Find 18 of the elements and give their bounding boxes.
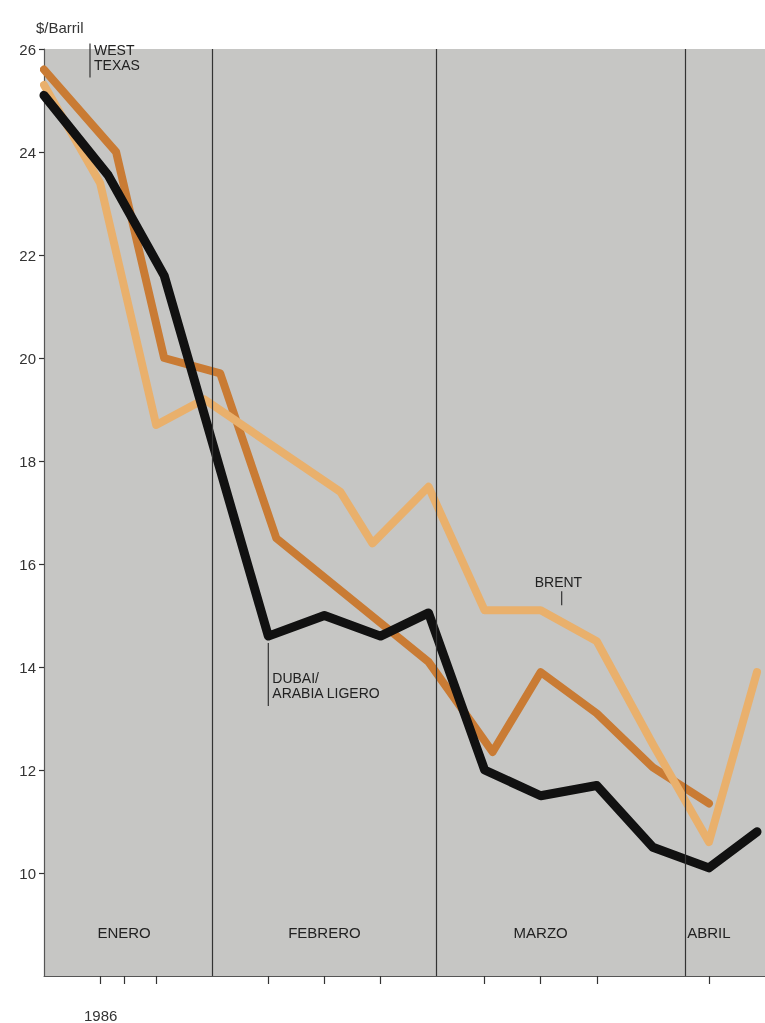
y-tick-label: 20	[19, 349, 36, 367]
y-tick-label: 14	[19, 658, 36, 676]
x-tick-label: FEBRERO	[288, 924, 361, 941]
x-tick-label: ENERO	[97, 924, 151, 941]
y-tick-label: 12	[19, 761, 36, 779]
y-tick-label: 24	[19, 143, 36, 161]
y-tick-label: 10	[19, 864, 36, 882]
y-tick-label: 18	[19, 452, 36, 470]
text: DUBAI/ ARABIA LIGERO	[272, 669, 380, 701]
y-tick-label: 22	[19, 246, 36, 264]
y-tick-label: 26	[19, 40, 36, 58]
x-tick-label: MARZO	[513, 924, 568, 941]
x-axis-title: 1986	[84, 1007, 118, 1023]
series-label: BRENT	[534, 573, 583, 590]
y-axis-title: $/Barril	[36, 19, 84, 36]
text: WEST TEXAS	[94, 42, 140, 74]
y-tick-label: 16	[19, 555, 36, 573]
x-tick-label: ABRIL	[687, 924, 731, 941]
